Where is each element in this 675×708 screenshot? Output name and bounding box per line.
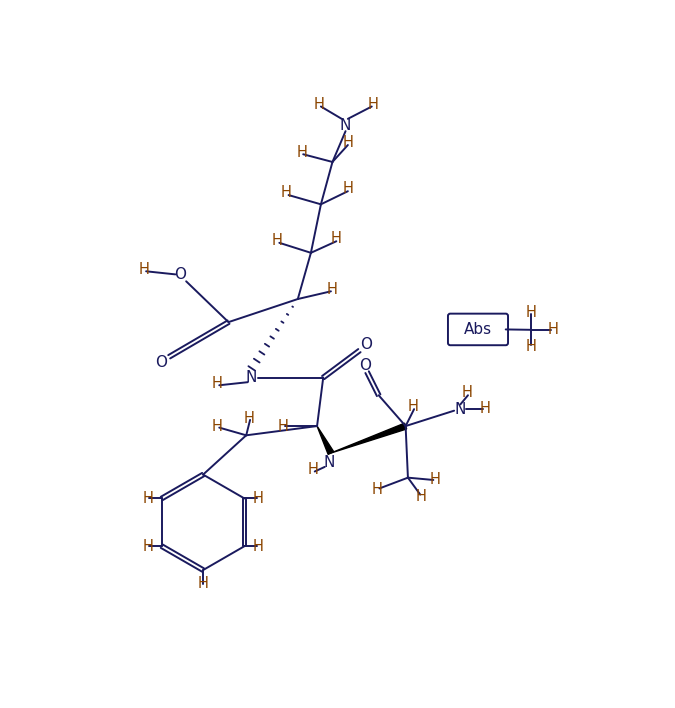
Text: H: H — [253, 539, 264, 554]
Text: H: H — [244, 411, 254, 426]
Text: H: H — [342, 135, 353, 150]
Text: H: H — [526, 305, 537, 321]
Text: O: O — [360, 358, 371, 372]
Text: O: O — [360, 337, 373, 352]
Text: H: H — [368, 97, 379, 112]
Text: Abs: Abs — [464, 322, 492, 337]
FancyBboxPatch shape — [448, 314, 508, 346]
Polygon shape — [331, 423, 406, 453]
Text: H: H — [253, 491, 264, 506]
Text: H: H — [271, 233, 282, 248]
Text: O: O — [155, 355, 167, 370]
Text: H: H — [547, 322, 558, 337]
Text: H: H — [416, 489, 427, 504]
Text: H: H — [462, 385, 472, 401]
Text: H: H — [408, 399, 418, 414]
Text: H: H — [479, 401, 490, 416]
Text: H: H — [142, 491, 153, 506]
Text: H: H — [277, 418, 289, 433]
Text: H: H — [314, 97, 325, 112]
Text: H: H — [308, 462, 319, 477]
Text: N: N — [340, 118, 351, 132]
Text: N: N — [454, 401, 466, 416]
Text: H: H — [296, 145, 307, 160]
Polygon shape — [317, 426, 333, 455]
Text: N: N — [246, 370, 257, 385]
Text: H: H — [211, 376, 222, 392]
Text: H: H — [281, 185, 292, 200]
Text: H: H — [211, 418, 222, 433]
Text: H: H — [526, 339, 537, 354]
Text: H: H — [331, 232, 342, 246]
Text: O: O — [174, 267, 186, 282]
Text: H: H — [327, 282, 338, 297]
Text: N: N — [324, 455, 335, 470]
Text: H: H — [198, 576, 209, 591]
Text: H: H — [142, 539, 153, 554]
Text: H: H — [429, 472, 440, 486]
Text: H: H — [372, 481, 383, 497]
Text: H: H — [138, 262, 149, 278]
Text: H: H — [342, 181, 353, 196]
